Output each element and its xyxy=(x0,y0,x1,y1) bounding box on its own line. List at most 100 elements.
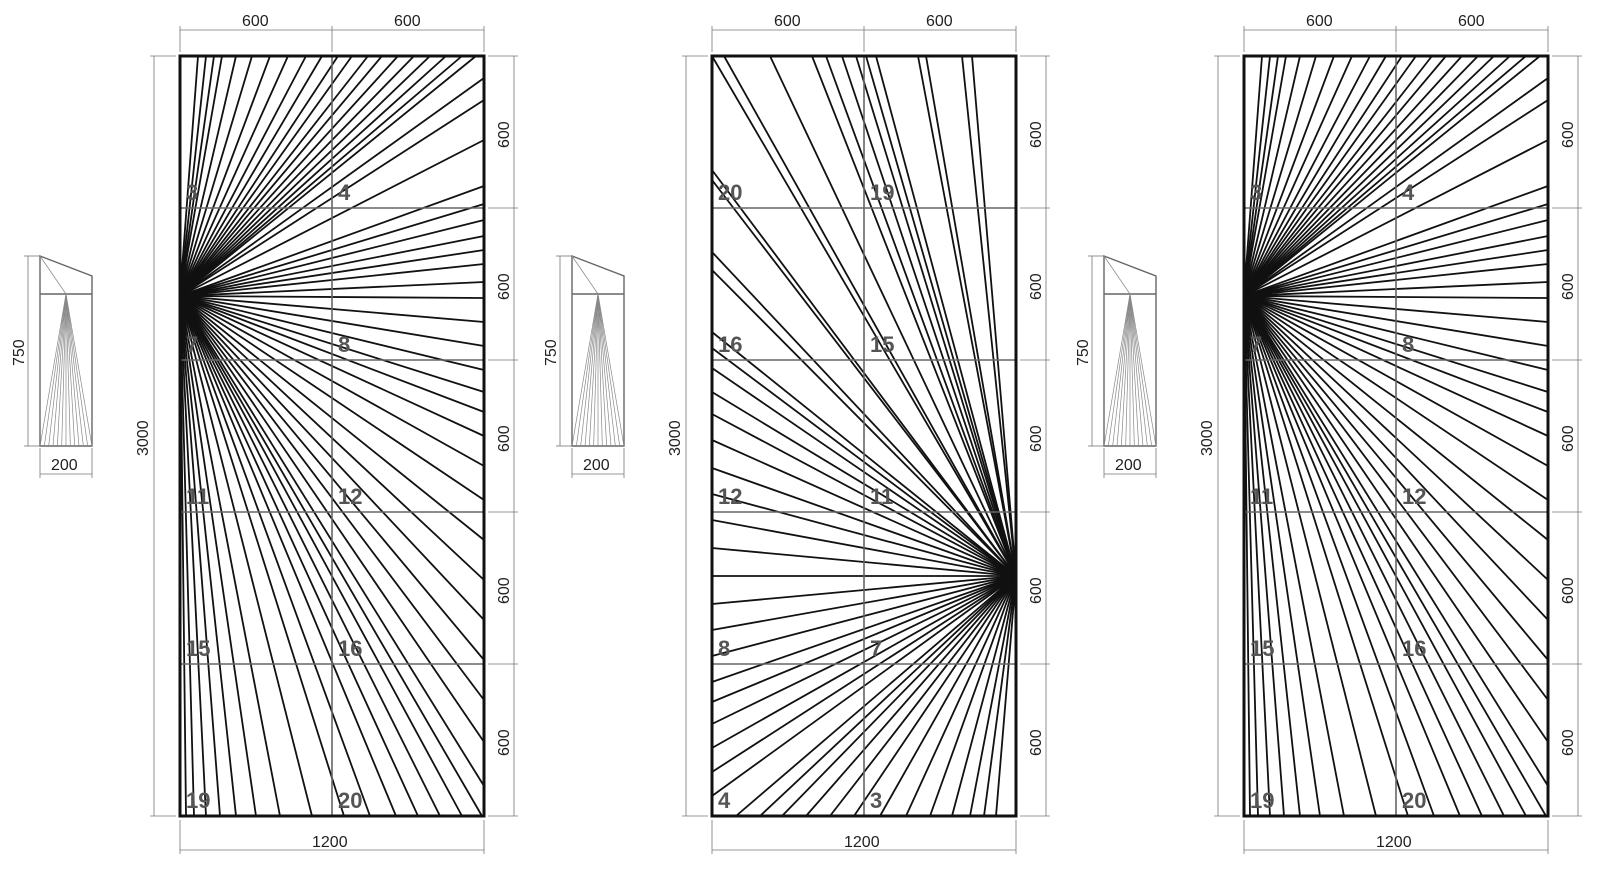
ray-line xyxy=(1243,295,1505,817)
ray-line xyxy=(853,575,1017,817)
ray-line xyxy=(179,55,399,297)
ray-line xyxy=(179,55,353,297)
dimension-label: 600 xyxy=(1560,425,1577,452)
ray-line xyxy=(179,295,419,817)
cell-number: 3 xyxy=(186,180,198,205)
ray-line xyxy=(179,295,221,817)
section-profile: 750 200 xyxy=(543,254,625,478)
cell-number: 19 xyxy=(1250,788,1274,813)
ray-line xyxy=(723,55,1017,577)
profile-ray xyxy=(597,293,616,447)
ray-line xyxy=(1243,55,1287,297)
cell-number: 11 xyxy=(186,484,209,509)
cell-number: 19 xyxy=(186,788,210,813)
profile-line xyxy=(571,255,599,295)
ray-line xyxy=(1243,295,1409,817)
cell-number: 7 xyxy=(870,636,882,661)
ray-line xyxy=(1243,55,1527,297)
dimension-label: 750 xyxy=(11,339,28,366)
dimension-label: 1200 xyxy=(312,834,348,851)
ray-line xyxy=(179,55,415,297)
profile-ray xyxy=(1103,293,1131,447)
elevation-panel: 600 600 1200 3000 600 600 600 600 600 3 4 7 8 11 12 15 1… xyxy=(135,13,518,854)
ray-line xyxy=(179,55,271,297)
dimension-right: 600 600 600 600 600 xyxy=(488,55,518,817)
cell-number: 3 xyxy=(870,788,882,813)
ray-line xyxy=(917,55,1017,577)
dimension-left: 3000 xyxy=(135,55,176,817)
ray-line xyxy=(1243,55,1353,297)
ray-line xyxy=(179,55,431,297)
profile-ray xyxy=(588,293,599,447)
ray-line xyxy=(179,55,207,297)
profile-ray xyxy=(48,293,67,447)
ray-line xyxy=(995,575,1017,817)
profile-ray xyxy=(1129,293,1144,447)
profile-ray xyxy=(1120,293,1131,447)
elevation-panel: 600 600 1200 3000 600 600 600 600 600 3 4 7 8 11 12 15 1… xyxy=(1199,13,1582,854)
profile-ray xyxy=(65,293,76,447)
cell-number: 20 xyxy=(718,180,742,205)
cell-number: 11 xyxy=(870,484,893,509)
profile-ray xyxy=(580,293,599,447)
dimension-label: 1200 xyxy=(844,834,880,851)
dimension-label: 200 xyxy=(1115,457,1142,474)
ray-line xyxy=(1243,55,1433,297)
ray-line xyxy=(1243,55,1479,297)
ray-line xyxy=(983,575,1017,817)
ray-line xyxy=(179,55,339,297)
dimension-label: 3000 xyxy=(1199,420,1216,456)
dimension-left: 3000 xyxy=(667,55,708,817)
dimension-bottom: 1200 xyxy=(711,820,1017,854)
profile-ray xyxy=(65,293,93,447)
ray-line xyxy=(1243,295,1461,817)
profile-ray xyxy=(1129,293,1140,447)
profile-ray xyxy=(65,293,89,447)
dimension-label: 600 xyxy=(1560,577,1577,604)
ray-line xyxy=(179,295,207,817)
dimension-label: 750 xyxy=(543,339,560,366)
cell-number: 11 xyxy=(1250,484,1273,509)
dimension-label: 750 xyxy=(1075,339,1092,366)
profile-ray xyxy=(1129,293,1157,447)
dimension-label: 600 xyxy=(926,13,953,30)
ray-line xyxy=(179,295,463,817)
profile-ray xyxy=(1129,293,1148,447)
dimension-top: 600 600 xyxy=(1243,13,1549,52)
dimension-label: 600 xyxy=(1028,729,1045,756)
ray-line xyxy=(1243,55,1279,297)
profile-ray xyxy=(56,293,67,447)
panel-grid xyxy=(1244,56,1548,816)
profile-ray xyxy=(597,293,603,447)
ray-line xyxy=(179,295,371,817)
dimension-label: 600 xyxy=(774,13,801,30)
dimension-left: 3000 xyxy=(1199,55,1240,817)
ray-line xyxy=(865,55,1017,577)
ray-line xyxy=(179,295,345,817)
profile-line xyxy=(1103,255,1131,295)
panel-frame xyxy=(1242,54,1550,818)
ray-line xyxy=(179,55,323,297)
ray-line xyxy=(825,55,1017,577)
dimension-label: 600 xyxy=(1028,425,1045,452)
cell-number: 4 xyxy=(338,180,351,205)
elevation-panel: 600 600 1200 3000 600 600 600 600 600 20 19 16 15 12 1… xyxy=(667,13,1050,854)
ray-line xyxy=(179,55,223,297)
ray-line xyxy=(875,55,1017,577)
ray-line xyxy=(179,55,383,297)
dimension-label: 3000 xyxy=(135,420,152,456)
dimension-top: 600 600 xyxy=(711,13,1017,52)
ray-line xyxy=(179,55,289,297)
panel-frame xyxy=(178,54,486,818)
ray-line xyxy=(1243,55,1447,297)
dimension-label: 600 xyxy=(1560,121,1577,148)
dimension-label: 600 xyxy=(496,425,513,452)
ray-line xyxy=(179,295,195,817)
panel-grid xyxy=(712,56,1016,816)
profile-ray xyxy=(65,293,80,447)
ray-line xyxy=(1243,55,1511,297)
profile-ray xyxy=(61,293,67,447)
ray-line xyxy=(179,55,215,297)
ray-line xyxy=(829,575,1017,817)
profile-ray xyxy=(571,293,599,447)
